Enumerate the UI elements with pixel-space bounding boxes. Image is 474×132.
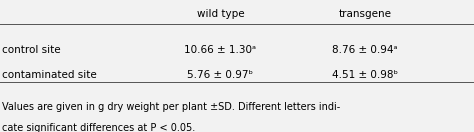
Text: transgene: transgene bbox=[338, 9, 392, 19]
Text: 8.76 ± 0.94ᵃ: 8.76 ± 0.94ᵃ bbox=[332, 45, 398, 55]
Text: 10.66 ± 1.30ᵃ: 10.66 ± 1.30ᵃ bbox=[184, 45, 256, 55]
Text: Values are given in g dry weight per plant ±SD. Different letters indi-: Values are given in g dry weight per pla… bbox=[2, 102, 341, 112]
Text: contaminated site: contaminated site bbox=[2, 70, 97, 80]
Text: wild type: wild type bbox=[197, 9, 244, 19]
Text: 5.76 ± 0.97ᵇ: 5.76 ± 0.97ᵇ bbox=[187, 70, 254, 80]
Text: cate significant differences at P < 0.05.: cate significant differences at P < 0.05… bbox=[2, 123, 196, 132]
Text: control site: control site bbox=[2, 45, 61, 55]
Text: 4.51 ± 0.98ᵇ: 4.51 ± 0.98ᵇ bbox=[332, 70, 398, 80]
